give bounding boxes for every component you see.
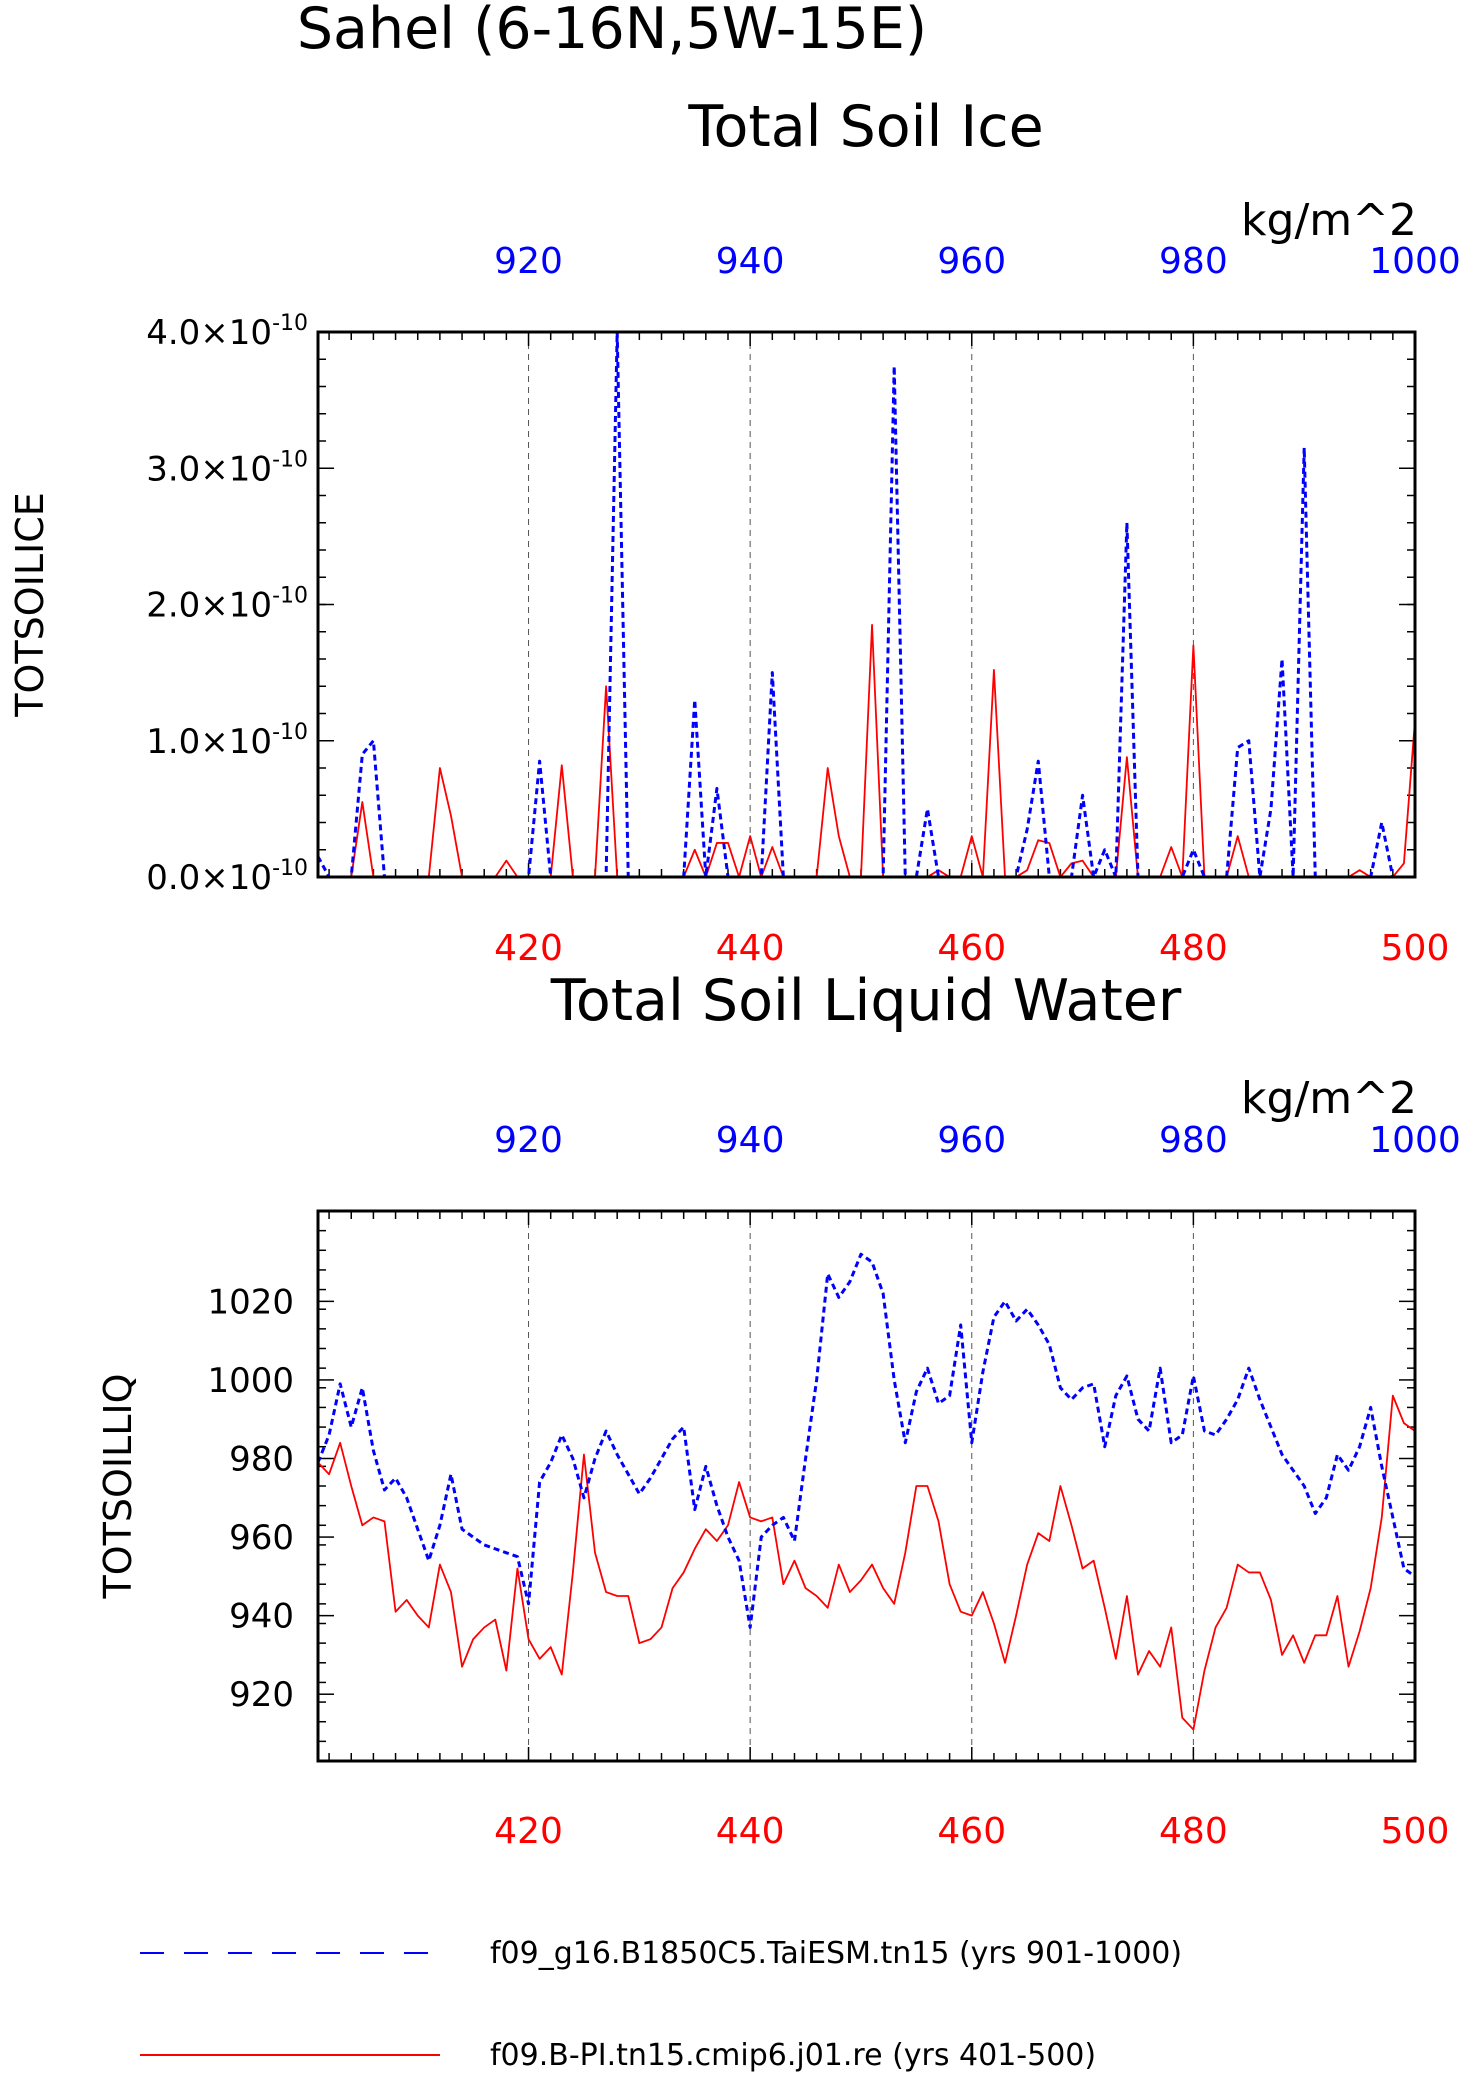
chart-title: Total Soil Ice bbox=[687, 94, 1043, 160]
plot-frame bbox=[316, 1209, 1417, 1763]
x-top-tick-label: 960 bbox=[937, 241, 1006, 282]
x-bottom-tick-label: 440 bbox=[716, 928, 785, 969]
x-bottom-tick-label: 500 bbox=[1381, 1811, 1450, 1852]
x-top-tick-label: 920 bbox=[494, 1120, 563, 1161]
units-label: kg/m^2 bbox=[1241, 1073, 1417, 1124]
legend: f09_g16.B1850C5.TaiESM.tn15 (yrs 901-100… bbox=[140, 1936, 1182, 2073]
x-bottom-tick-label: 500 bbox=[1381, 928, 1450, 969]
units-label: kg/m^2 bbox=[1241, 195, 1417, 246]
y-tick-label: 3.0×10-10 bbox=[146, 447, 308, 489]
plot-frame bbox=[316, 330, 1417, 879]
x-bottom-tick-label: 440 bbox=[716, 1811, 785, 1852]
y-tick-label: 920 bbox=[229, 1675, 294, 1715]
x-top-tick-label: 960 bbox=[937, 1120, 1006, 1161]
x-bottom-tick-label: 480 bbox=[1159, 928, 1228, 969]
x-top-tick-label: 1000 bbox=[1369, 241, 1461, 282]
x-top-tick-label: 980 bbox=[1159, 241, 1228, 282]
y-tick-label: 940 bbox=[229, 1597, 294, 1637]
y-axis-label: TOTSOILLIQ bbox=[96, 1373, 140, 1599]
x-bottom-tick-label: 460 bbox=[937, 1811, 1006, 1852]
series-line-blue bbox=[318, 332, 1415, 877]
series-line-red bbox=[318, 624, 1415, 877]
series-line-red bbox=[318, 1394, 1415, 1731]
chart-title: Total Soil Liquid Water bbox=[550, 968, 1182, 1034]
x-top-tick-label: 920 bbox=[494, 241, 563, 282]
chart-panel-1: Total Soil Ice kg/m^2 TOTSOILICE 420 440 460 4… bbox=[8, 94, 1461, 969]
y-axis-label: TOTSOILICE bbox=[8, 492, 52, 718]
y-tick-label: 4.0×10-10 bbox=[146, 311, 308, 353]
y-tick-label: 960 bbox=[229, 1518, 294, 1558]
x-top-tick-label: 940 bbox=[716, 1120, 785, 1161]
y-tick-label: 0.0×10-10 bbox=[146, 856, 308, 898]
x-bottom-tick-label: 420 bbox=[494, 1811, 563, 1852]
x-top-tick-label: 940 bbox=[716, 241, 785, 282]
x-bottom-tick-label: 460 bbox=[937, 928, 1006, 969]
y-tick-label: 980 bbox=[229, 1440, 294, 1480]
y-tick-label: 1.0×10-10 bbox=[146, 720, 308, 762]
series-line-blue bbox=[318, 1252, 1415, 1629]
chart-panel-2: Total Soil Liquid Water kg/m^2 TOTSOILLIQ 4… bbox=[96, 968, 1461, 1852]
figure-title: Sahel (6-16N,5W-15E) bbox=[297, 0, 927, 62]
y-tick-label: 1000 bbox=[207, 1361, 294, 1401]
legend-label-red: f09.B-PI.tn15.cmip6.j01.re (yrs 401-500) bbox=[490, 2038, 1096, 2073]
x-bottom-tick-label: 420 bbox=[494, 928, 563, 969]
x-top-tick-label: 1000 bbox=[1369, 1120, 1461, 1161]
x-top-tick-label: 980 bbox=[1159, 1120, 1228, 1161]
y-tick-label: 1020 bbox=[207, 1282, 294, 1322]
legend-label-blue: f09_g16.B1850C5.TaiESM.tn15 (yrs 901-100… bbox=[490, 1936, 1182, 1971]
y-tick-label: 2.0×10-10 bbox=[146, 584, 308, 626]
x-bottom-tick-label: 480 bbox=[1159, 1811, 1228, 1852]
